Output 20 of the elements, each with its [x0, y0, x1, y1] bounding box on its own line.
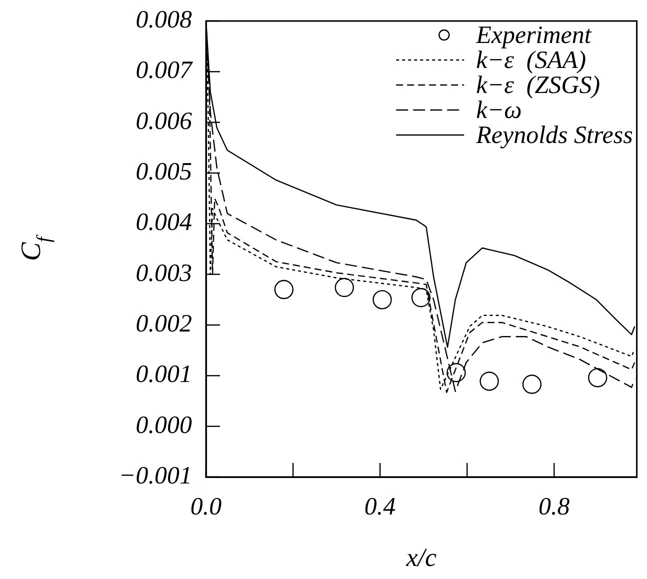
legend-label: k−ω: [476, 97, 522, 124]
legend-label: Experiment: [475, 22, 592, 49]
y-tick-label: 0.008: [136, 6, 192, 34]
y-tick-label: 0.005: [136, 158, 192, 186]
legend-label: Reynolds Stress: [475, 122, 633, 149]
y-axis-title: Cf: [16, 234, 55, 262]
y-tick-label: 0.003: [136, 260, 192, 287]
x-tick-label: 0.0: [190, 494, 222, 521]
y-tick-label: 0.006: [136, 108, 192, 135]
x-tick-label: 0.4: [364, 494, 396, 521]
y-tick-label: 0.001: [136, 361, 192, 388]
y-tick-label: 0.007: [136, 57, 194, 84]
legend-label: k−ε (ZSGS): [476, 72, 600, 99]
y-tick-label: 0.002: [136, 310, 192, 338]
y-tick-label: −0.001: [118, 462, 192, 490]
y-tick-label: 0.004: [136, 209, 192, 236]
x-axis-title: x/c: [405, 543, 438, 572]
y-tick-label: 0.000: [136, 412, 192, 439]
x-tick-label: 0.8: [538, 494, 570, 521]
legend-label: k−ε (SAA): [476, 47, 586, 74]
